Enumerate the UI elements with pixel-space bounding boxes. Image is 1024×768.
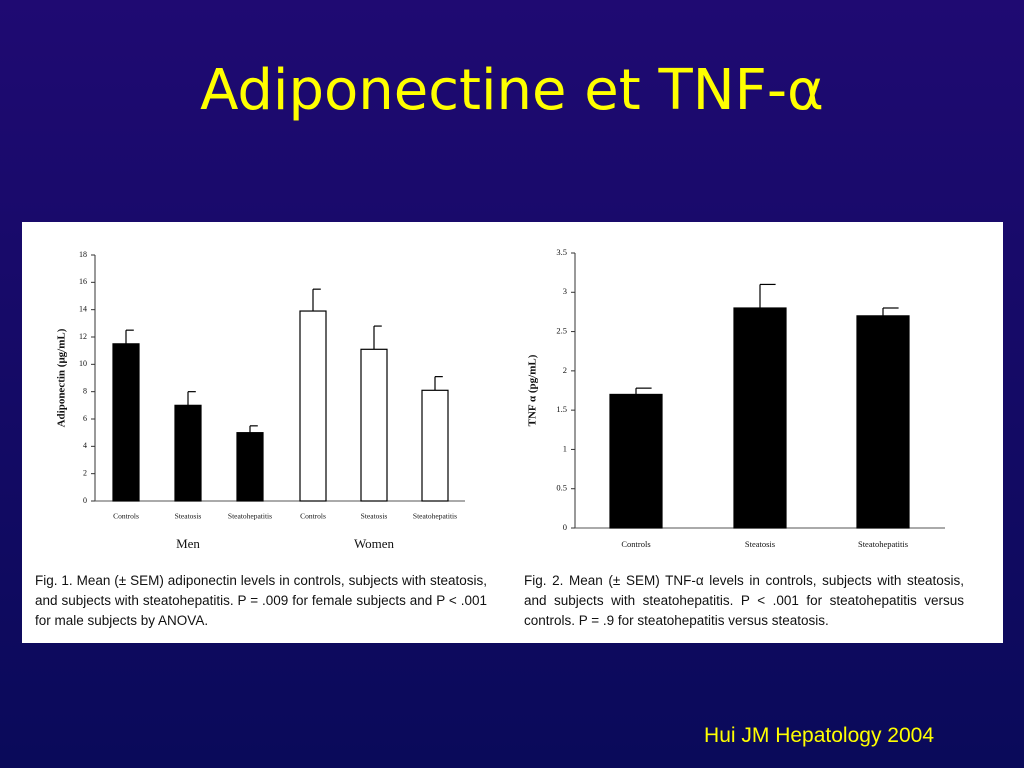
bar [609,393,663,529]
bar [112,343,140,502]
bar [299,310,327,502]
bar [360,348,388,502]
group-label: Women [354,536,395,551]
y-axis-label: Adiponectin (μg/mL) [56,328,68,427]
y-tick-label: 2 [563,365,567,375]
bar [421,389,449,502]
bar [856,315,910,529]
x-tick-label: Steatosis [175,512,202,521]
figure-caption: Fig. 1. Mean (± SEM) adiponectin levels … [35,573,487,628]
bar [733,307,787,529]
x-tick-label: Controls [621,539,650,549]
x-tick-label: Steatosis [745,539,775,549]
figure-caption: Fig. 2. Mean (± SEM) TNF-α levels in con… [524,573,964,628]
y-tick-label: 0 [563,522,567,532]
bar [174,404,202,502]
x-tick-label: Steatohepatitis [413,512,457,521]
y-tick-label: 14 [79,304,87,313]
y-tick-label: 10 [79,359,87,368]
x-tick-label: Controls [300,512,326,521]
group-label: Men [176,536,200,551]
error-bar [635,387,652,395]
y-tick-label: 4 [83,441,87,450]
x-tick-label: Steatosis [361,512,388,521]
y-tick-label: 0 [83,496,87,505]
y-tick-label: 8 [83,386,87,395]
y-tick-label: 1 [563,443,567,453]
y-tick-label: 12 [79,332,87,341]
error-bar [373,325,382,350]
error-bar [882,307,899,316]
y-tick-label: 2 [83,468,87,477]
y-tick-label: 2.5 [556,326,567,336]
error-bar [125,329,134,344]
y-axis-label: TNF α (pg/mL) [527,354,539,426]
y-tick-label: 16 [79,277,87,286]
error-bar [249,425,258,433]
source: Hui JM Hepatology 2004 [704,724,934,747]
bar [236,432,264,502]
slide-title: Adiponectine et TNF-α [200,58,824,123]
y-tick-label: 3.5 [556,247,567,257]
error-bar [434,376,443,391]
y-tick-label: 18 [79,250,87,259]
y-tick-label: 6 [83,414,87,423]
error-bar [759,283,776,308]
x-tick-label: Controls [113,512,139,521]
y-tick-label: 0.5 [556,483,567,493]
y-tick-label: 3 [563,286,567,296]
y-tick-label: 1.5 [556,404,567,414]
error-bar [312,288,321,312]
x-tick-label: Steatohepatitis [858,539,908,549]
x-tick-label: Steatohepatitis [228,512,272,521]
error-bar [187,391,196,406]
